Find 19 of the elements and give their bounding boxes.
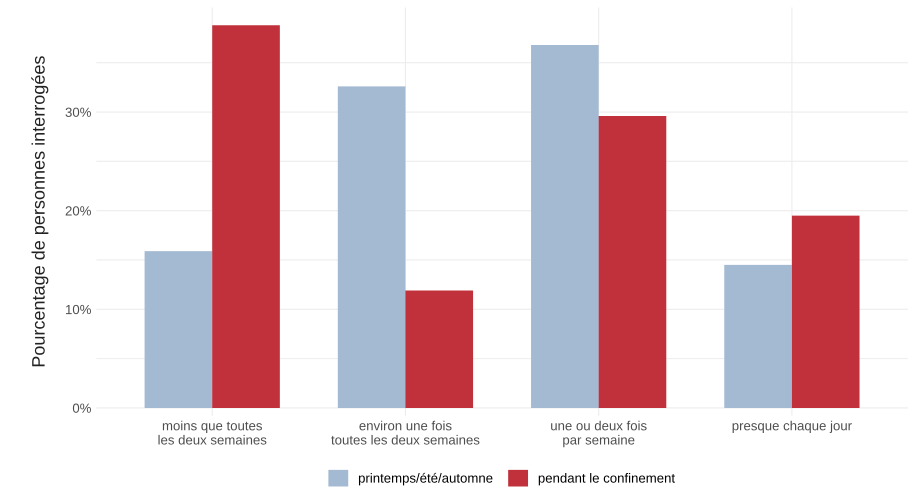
x-tick-label: environ une fois toutes les deux semaines: [331, 420, 480, 445]
legend-label: pendant le confinement: [538, 473, 675, 486]
bar: [338, 86, 406, 408]
bar: [212, 25, 280, 408]
y-tick-label: 0%: [72, 404, 91, 413]
bar: [531, 44, 599, 408]
bar: [792, 216, 860, 408]
y-tick-label: 20%: [66, 206, 91, 216]
y-tick-label: 30%: [66, 108, 91, 117]
y-axis-title: Pourcentage de personnes interrogées: [31, 56, 48, 366]
legend-label: printemps/été/automne: [358, 472, 492, 486]
x-tick-label: moins que toutes les deux semaines: [158, 420, 266, 445]
bar: [405, 290, 474, 408]
bar: [724, 264, 792, 408]
bar: [598, 116, 666, 408]
bar: [144, 251, 212, 408]
y-tick-label: 10%: [66, 304, 91, 314]
x-tick-label: une ou deux fois par semaine: [551, 420, 647, 448]
x-tick-label: presque chaque jour: [732, 420, 852, 433]
